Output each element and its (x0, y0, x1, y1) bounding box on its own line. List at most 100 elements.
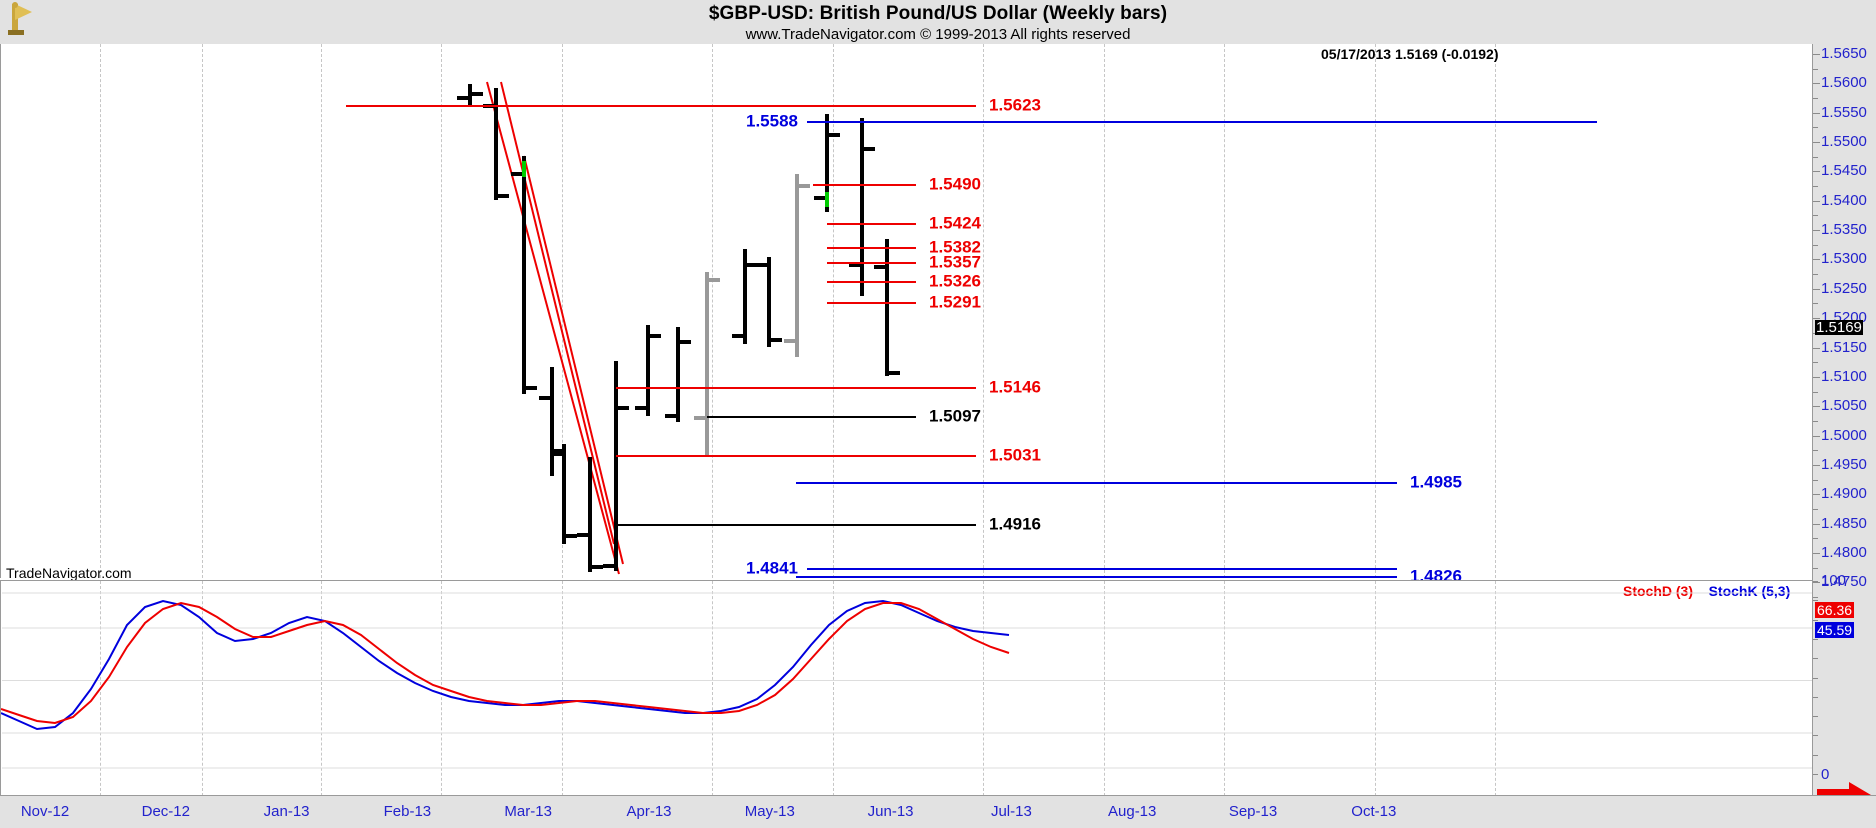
price-scale-tick (1813, 406, 1820, 408)
price-scale-label: 1.5100 (1821, 367, 1867, 385)
gridline-vertical (983, 44, 984, 578)
indicator-scale-tick (1813, 735, 1818, 737)
price-level-line[interactable] (827, 262, 916, 264)
price-scale-label: 1.5150 (1821, 338, 1867, 356)
ohlc-bar[interactable] (732, 249, 758, 344)
gridline-vertical (321, 581, 322, 796)
gridline-vertical (1495, 581, 1496, 796)
ohlc-bar[interactable] (522, 161, 526, 177)
ohlc-open-tick (511, 172, 522, 176)
indicator-scale-tick (1813, 696, 1818, 698)
price-level-line[interactable] (807, 568, 1397, 570)
price-level-label: 1.5490 (929, 174, 981, 194)
ohlc-bar-range (646, 325, 650, 416)
price-scale-label: 1.5050 (1821, 397, 1867, 415)
ohlc-bar[interactable] (849, 118, 875, 296)
indicator-scale-top-label: 100 (1821, 572, 1847, 589)
price-level-label: 1.5623 (989, 95, 1041, 115)
price-level-line[interactable] (813, 184, 916, 186)
price-level-line[interactable] (827, 247, 916, 249)
date-axis[interactable]: Nov-12 Dec-12 Jan-13 Feb-13 Mar-13 Apr-13 May-… (0, 795, 1876, 828)
price-level-line[interactable] (707, 416, 916, 418)
price-level-label: 1.5031 (989, 445, 1041, 465)
ohlc-bar[interactable] (784, 174, 810, 357)
ohlc-bar[interactable] (551, 444, 577, 544)
ohlc-close-tick (771, 338, 782, 342)
price-scale-label: 1.4850 (1821, 514, 1867, 532)
price-level-line[interactable] (616, 455, 976, 457)
price-scale-tick (1813, 142, 1820, 144)
stochastics-pane[interactable]: StochD (3) StochK (5,3) (0, 580, 1813, 796)
ohlc-bar[interactable] (577, 457, 603, 572)
price-scale-tick (1813, 200, 1820, 202)
gridline-vertical (833, 581, 834, 796)
price-level-label: 1.5424 (929, 213, 981, 233)
ohlc-bar[interactable] (635, 325, 661, 416)
price-scale-label: 1.5250 (1821, 279, 1867, 297)
price-scale-label: 1.4900 (1821, 485, 1867, 503)
price-scale-tick-minor (1813, 127, 1818, 129)
ohlc-close-tick (554, 449, 565, 453)
ohlc-bar[interactable] (603, 361, 629, 571)
ohlc-bar[interactable] (825, 192, 829, 207)
price-scale-tick-minor (1813, 391, 1818, 393)
price-chart-pane[interactable]: 1.5623 1.5588 1.5490 1.5424 1.5382 1.5357 1.53… (0, 44, 1812, 585)
ohlc-bar-range (743, 249, 747, 344)
price-level-line[interactable] (827, 302, 916, 304)
trendline[interactable] (486, 81, 620, 575)
gridline-vertical (712, 44, 713, 578)
ohlc-bar[interactable] (756, 257, 782, 347)
ohlc-close-tick (526, 386, 537, 390)
stoch-d-line[interactable] (1, 601, 1010, 725)
price-level-line[interactable] (796, 576, 1397, 578)
ohlc-bar[interactable] (874, 239, 900, 376)
price-level-line[interactable] (827, 281, 916, 283)
ohlc-bar[interactable] (457, 84, 483, 106)
price-level-line[interactable] (616, 387, 976, 389)
date-axis-label: Jan-13 (263, 803, 310, 820)
price-scale-tick-minor (1813, 362, 1818, 364)
stoch-k-line[interactable] (1, 599, 1010, 731)
price-level-label: 1.5357 (929, 252, 981, 272)
trendline[interactable] (500, 81, 615, 545)
date-axis-label: Sep-13 (1228, 803, 1278, 820)
ohlc-close-tick (799, 184, 810, 188)
price-level-label: 1.5326 (929, 271, 981, 291)
price-scale-axis[interactable]: 1.5650 1.5600 1.5550 1.5500 1.5450 1.5400 1.53… (1812, 44, 1876, 808)
ohlc-bar[interactable] (814, 114, 840, 212)
ohlc-bar[interactable] (511, 156, 537, 394)
gridline-vertical (1495, 44, 1496, 578)
price-level-line[interactable] (616, 524, 976, 526)
gridline-vertical (562, 44, 563, 578)
ohlc-bar[interactable] (665, 327, 691, 422)
price-scale-tick-minor (1813, 215, 1818, 217)
ohlc-bar-range (795, 174, 799, 357)
gridline-vertical (441, 581, 442, 796)
date-axis-label: Mar-13 (504, 803, 552, 820)
stochastics-legend: StochD (3) StochK (5,3) (1623, 583, 1790, 599)
ohlc-open-tick (756, 263, 767, 267)
date-axis-label: Apr-13 (626, 803, 672, 820)
price-level-label: 1.5291 (929, 292, 981, 312)
ohlc-close-tick (814, 196, 825, 200)
ohlc-open-tick (577, 533, 588, 537)
price-level-label: 1.4841 (746, 558, 798, 578)
indicator-scale-tick (1813, 677, 1818, 679)
gridline-vertical (833, 44, 834, 578)
price-scale-tick (1813, 347, 1820, 349)
price-scale-label: 1.5450 (1821, 162, 1867, 180)
price-scale-tick-minor (1813, 244, 1818, 246)
price-level-line[interactable] (807, 121, 1597, 123)
gridline-vertical (1375, 581, 1376, 796)
price-scale-label: 1.4950 (1821, 455, 1867, 473)
price-level-line[interactable] (346, 105, 976, 107)
price-scale-label: 1.5550 (1821, 103, 1867, 121)
indicator-scale-tick (1813, 638, 1818, 640)
trendline[interactable] (523, 155, 624, 565)
price-level-line[interactable] (827, 223, 916, 225)
ohlc-bar[interactable] (694, 272, 720, 456)
price-scale-label: 1.5650 (1821, 45, 1867, 62)
stochastics-lines-overlay (1, 592, 1813, 769)
price-level-line[interactable] (796, 482, 1397, 484)
ohlc-close-tick (889, 371, 900, 375)
